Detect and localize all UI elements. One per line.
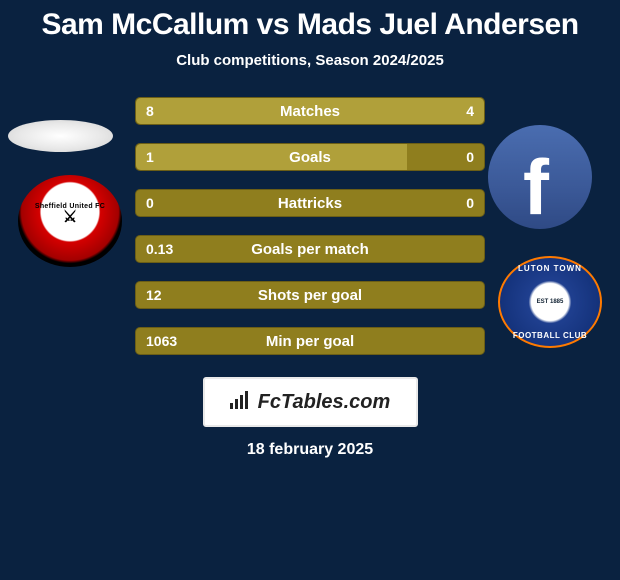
stat-label: Shots per goal (136, 287, 484, 304)
stat-right-value: 4 (466, 103, 474, 119)
club-right-badge: LUTON TOWN EST 1885 FOOTBALL CLUB (498, 256, 602, 348)
stat-label: Goals per match (136, 241, 484, 258)
stat-label: Matches (136, 103, 484, 120)
club-left-badge: Sheffield United FC ⚔ 1889 (18, 175, 122, 267)
stat-row: 0Hattricks0 (135, 189, 485, 217)
stat-right-value: 0 (466, 149, 474, 165)
facebook-icon[interactable]: f (488, 125, 592, 229)
stat-right-value: 0 (466, 195, 474, 211)
page-title: Sam McCallum vs Mads Juel Andersen (41, 8, 578, 42)
club-right-bot: FOOTBALL CLUB (513, 331, 587, 340)
stat-row: 1063Min per goal (135, 327, 485, 355)
club-right-mid: EST 1885 (537, 299, 564, 305)
stat-row: 1Goals0 (135, 143, 485, 171)
brand-logo-icon (230, 391, 252, 414)
stat-row: 12Shots per goal (135, 281, 485, 309)
facebook-glyph: f (523, 142, 549, 233)
stat-row: 8Matches4 (135, 97, 485, 125)
stat-label: Min per goal (136, 333, 484, 350)
stat-label: Goals (136, 149, 484, 166)
player-left-avatar (8, 120, 113, 152)
club-left-year: 1889 (61, 230, 79, 239)
stat-label: Hattricks (136, 195, 484, 212)
brand-badge: FcTables.com (203, 377, 418, 427)
stat-row: 0.13Goals per match (135, 235, 485, 263)
club-right-top: LUTON TOWN (518, 264, 582, 273)
swords-icon: ⚔ (63, 209, 77, 227)
page-subtitle: Club competitions, Season 2024/2025 (176, 52, 444, 69)
brand-text: FcTables.com (258, 391, 391, 414)
footer-date: 18 february 2025 (247, 441, 373, 459)
